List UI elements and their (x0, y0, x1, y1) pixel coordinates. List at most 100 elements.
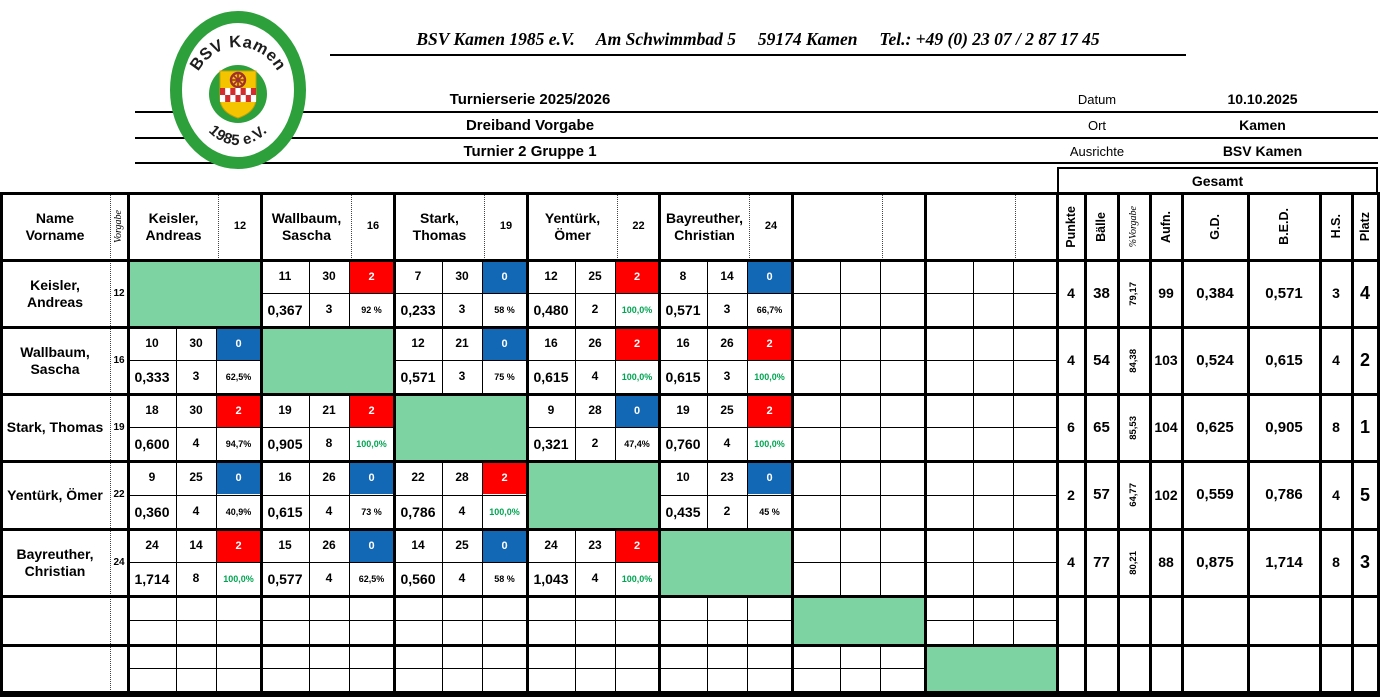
opponent-header-line: Andreas (145, 226, 202, 243)
grid-line (259, 193, 263, 692)
total-gd: 0,559 (1196, 486, 1234, 504)
date-label: Datum (1077, 91, 1117, 107)
opponent-header: Keisler, Andreas (130, 193, 217, 260)
diagonal-cell (660, 530, 791, 595)
grid-line (0, 392, 1380, 396)
match-high-series: 4 (458, 571, 466, 586)
club-logo: BSV Kamen 1985 e.V. (170, 11, 306, 169)
match-high-series: 4 (458, 504, 466, 519)
grid-line (1117, 193, 1120, 692)
grid-line (482, 260, 483, 692)
corner-header: Name Vorname (2, 193, 108, 260)
match-average: 0,760 (665, 436, 701, 453)
match-innings: 30 (189, 335, 203, 350)
player-vorgabe: 16 (113, 354, 125, 366)
club-line-underline (330, 54, 1186, 56)
grid-line (309, 260, 310, 692)
total-pct-vorgabe-text: 64,77 (1128, 483, 1140, 507)
match-score: 9 (148, 470, 156, 485)
gesamt-col-header: Punkte (1057, 193, 1085, 260)
opponent-vorgabe: 24 (764, 220, 778, 233)
match-percentage: 58 % (494, 305, 515, 316)
match-score: 19 (278, 402, 292, 417)
grid-line (128, 293, 1057, 294)
match-score: 22 (411, 470, 425, 485)
opponent-header-line: Bayreuther, (665, 210, 744, 227)
match-points-cell: 0 (483, 261, 526, 293)
match-average: 0,786 (400, 503, 436, 520)
match-percentage: 45 % (759, 506, 780, 517)
total-baelle: 77 (1093, 553, 1110, 571)
match-average: 0,615 (533, 369, 569, 386)
date-value: 10.10.2025 (1227, 91, 1298, 107)
place-label: Ort (1087, 117, 1107, 133)
total-aufn: 88 (1158, 554, 1174, 571)
match-score: 12 (544, 268, 558, 283)
total-punkte: 6 (1067, 419, 1075, 436)
grid-line (392, 193, 396, 692)
total-gd: 0,625 (1196, 418, 1234, 436)
total-baelle: 65 (1093, 418, 1110, 436)
total-bed: 0,571 (1265, 284, 1303, 302)
organizer-label: Ausrichte (1069, 143, 1125, 159)
match-points-cell: 2 (217, 395, 260, 427)
gesamt-col-header-text: Aufn. (1158, 210, 1173, 243)
opponent-header-line: Christian (674, 226, 735, 243)
match-high-series: 4 (591, 571, 599, 586)
diagonal-cell (395, 395, 526, 460)
dotted-separator (749, 195, 750, 258)
match-average: 0,905 (267, 436, 303, 453)
total-baelle: 38 (1093, 284, 1110, 302)
grid-line (1377, 193, 1380, 692)
grid-line (128, 562, 1057, 563)
match-high-series: 3 (458, 369, 466, 384)
match-innings: 21 (455, 335, 469, 350)
match-score: 14 (411, 537, 425, 552)
match-score: 11 (278, 268, 292, 283)
match-points-cell: 0 (483, 530, 526, 562)
player-name-line: Yentürk, Ömer (7, 486, 103, 503)
title-rule-2 (135, 137, 1378, 139)
total-baelle: 54 (1093, 351, 1110, 369)
dotted-separator (882, 195, 883, 258)
diagonal-cell (129, 261, 260, 326)
gesamt-col-header-text: Punkte (1063, 205, 1078, 248)
gesamt-col-header-text: H.S. (1328, 214, 1343, 239)
match-high-series: 8 (192, 571, 200, 586)
match-points-cell: 0 (217, 328, 260, 360)
match-innings: 30 (189, 402, 203, 417)
player-name-line: Andreas (26, 293, 84, 310)
match-percentage: 100,0% (223, 574, 254, 585)
opponent-header: Wallbaum, Sascha (263, 193, 350, 260)
gesamt-col-header: Platz (1352, 193, 1378, 260)
total-hs: 8 (1332, 554, 1340, 571)
opponent-header-line: Thomas (412, 226, 467, 243)
opponent-header-line: Yentürk, (544, 210, 601, 227)
club-address-line: BSV Kamen 1985 e.V. Am Schwimmbad 5 5917… (416, 28, 1100, 49)
dotted-separator (110, 195, 111, 690)
dotted-separator (351, 195, 352, 258)
dotted-separator (218, 195, 219, 258)
grid-line (1319, 193, 1322, 692)
title-rule-3 (135, 162, 1378, 164)
total-hs: 8 (1332, 419, 1340, 436)
grid-line (126, 193, 130, 692)
match-percentage: 100,0% (621, 372, 653, 383)
match-innings: 23 (720, 470, 734, 485)
match-score: 24 (145, 537, 159, 552)
total-gd: 0,875 (1196, 553, 1234, 571)
total-aufn: 103 (1154, 352, 1178, 369)
match-points-cell: 0 (350, 530, 393, 562)
grid-line (128, 620, 1057, 621)
grid-line (176, 260, 177, 692)
match-average: 1,714 (134, 571, 170, 588)
grid-line (0, 193, 3, 692)
match-innings: 25 (189, 470, 203, 485)
grid-line (216, 260, 217, 692)
grid-line (0, 258, 1380, 262)
match-innings: 26 (588, 335, 602, 350)
match-score: 7 (414, 268, 422, 283)
dotted-separator (1015, 195, 1016, 258)
match-points-cell: 2 (483, 462, 526, 494)
match-average: 0,615 (665, 369, 701, 386)
